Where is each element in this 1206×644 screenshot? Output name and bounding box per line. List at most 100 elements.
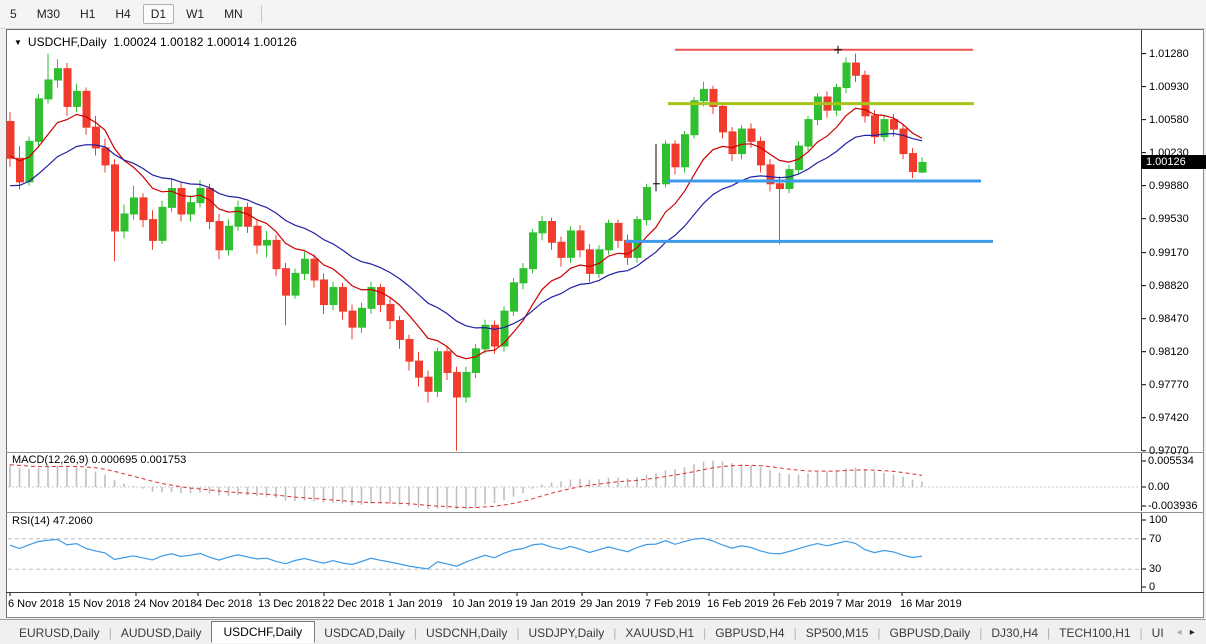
symbol-dropdown-icon[interactable]: ▼ — [14, 38, 22, 47]
price-tick-label: 0.98820 — [1149, 279, 1189, 292]
chart-tab-xauusd[interactable]: XAUUSD,H1 — [625, 625, 695, 640]
candle-body — [339, 287, 347, 312]
candle-body — [310, 258, 319, 281]
tab-separator: | — [1139, 625, 1143, 640]
candle-body — [177, 187, 186, 215]
candle-body — [168, 187, 176, 208]
chart-tab-dj30[interactable]: DJ30,H4 — [991, 625, 1039, 640]
chart-symbol: USDCHF,Daily — [27, 35, 107, 49]
candle-body — [842, 62, 851, 89]
tab-separator: | — [613, 625, 617, 640]
chart-tab-usdcnh[interactable]: USDCNH,Daily — [426, 625, 508, 640]
chart-tab-usdcad[interactable]: USDCAD,Daily — [324, 625, 405, 640]
date-tick-label: 6 Nov 2018 — [8, 598, 65, 610]
price-tick-label: 0.97070 — [1149, 444, 1189, 457]
price-tick-label: 1.00580 — [1149, 113, 1189, 126]
date-tick-label: 10 Jan 2019 — [452, 598, 513, 610]
date-tick-label: 7 Mar 2019 — [836, 598, 892, 610]
candle-body — [909, 153, 917, 173]
candle-body — [101, 147, 110, 166]
price-tick-label: 0.97770 — [1149, 378, 1189, 391]
candle-body — [605, 222, 613, 251]
candle-body — [510, 282, 518, 312]
date-tick-label: 13 Dec 2018 — [258, 598, 321, 610]
chart-tab-eurusd[interactable]: EURUSD,Daily — [19, 625, 100, 640]
tab-separator: | — [413, 625, 417, 640]
candle-body — [225, 225, 233, 251]
candle-body — [111, 164, 119, 232]
candle-body — [586, 249, 594, 274]
candle-body — [291, 272, 300, 296]
ma-slow-line — [9, 132, 923, 330]
candle-body — [282, 268, 290, 296]
date-tick-label: 1 Jan 2019 — [388, 598, 443, 610]
chart-tab-usdchf[interactable]: USDCHF,Daily — [210, 620, 316, 643]
date-tick-label: 22 Dec 2018 — [322, 598, 385, 610]
chart-tab-gbpusd[interactable]: GBPUSD,Daily — [889, 625, 971, 640]
candle-body — [434, 351, 442, 392]
chart-tab-gbpusd[interactable]: GBPUSD,H4 — [715, 625, 785, 640]
chart-tab-usdjpy[interactable]: USDJPY,Daily — [528, 625, 605, 640]
candle-body — [149, 219, 157, 241]
candle-body — [44, 79, 53, 100]
candle-body — [890, 119, 898, 130]
timeframe-button-5[interactable]: 5 — [10, 7, 17, 21]
candle-body — [700, 88, 708, 102]
date-tick-label: 19 Jan 2019 — [515, 598, 576, 610]
candle-body — [899, 128, 908, 155]
chart-ohlc-values: 1.00024 1.00182 1.00014 1.00126 — [113, 35, 297, 49]
candle-body — [776, 183, 784, 189]
chart-title: ▼ USDCHF,Daily 1.00024 1.00182 1.00014 1.… — [14, 35, 297, 49]
candle-body — [130, 197, 138, 215]
tab-separator: | — [1047, 625, 1051, 640]
candle-body — [405, 338, 414, 362]
candle-body — [529, 232, 537, 270]
price-tick-label: 0.99880 — [1149, 179, 1189, 192]
price-tick-label: 0.99530 — [1149, 212, 1189, 225]
date-tick-label: 15 Nov 2018 — [68, 598, 131, 610]
candle-body — [500, 310, 509, 347]
timeframe-button-h1[interactable]: H1 — [80, 7, 96, 21]
date-tick-label: 16 Mar 2019 — [900, 598, 962, 610]
date-tick-label: 26 Feb 2019 — [772, 598, 834, 610]
date-tick-label: 24 Nov 2018 — [134, 598, 197, 610]
candle-body — [880, 119, 889, 138]
candle-body — [215, 221, 224, 251]
candle-body — [139, 197, 148, 221]
candle-body — [624, 239, 632, 258]
macd-scale-label: 0.005534 — [1148, 455, 1194, 467]
candle-body — [519, 268, 528, 284]
timeframe-button-d1[interactable]: D1 — [142, 4, 175, 24]
timeframe-button-w1[interactable]: W1 — [186, 7, 205, 21]
candle-body — [491, 324, 499, 347]
macd-scale-label: 0.00 — [1148, 481, 1170, 493]
timeframe-button-h4[interactable]: H4 — [115, 7, 131, 21]
chart-tab-bar: EURUSD,Daily | AUDUSD,Daily USDCHF,Daily USD… — [0, 619, 1206, 644]
candle-body — [244, 206, 252, 227]
chart-tab-sp500[interactable]: SP500,M15 — [805, 625, 869, 640]
rsi-line — [9, 537, 923, 570]
candle-body — [82, 90, 91, 128]
candle-body — [538, 221, 547, 234]
chart-tab-tech100[interactable]: TECH100,H1 — [1059, 625, 1131, 640]
timeframe-button-m30[interactable]: M30 — [36, 7, 61, 21]
candle-body — [472, 348, 480, 373]
candle-body — [187, 202, 195, 215]
candle-body — [358, 307, 366, 328]
candle-body — [424, 376, 433, 392]
scroll-tabs-right-icon[interactable]: ▸ — [1189, 627, 1195, 638]
candle-body — [301, 258, 309, 274]
candle-body — [16, 157, 24, 183]
candle-body — [614, 222, 623, 241]
candle-body — [871, 115, 879, 138]
timeframe-button-mn[interactable]: MN — [224, 7, 243, 21]
date-tick-label: 7 Feb 2019 — [645, 598, 701, 610]
chart-tab-ui[interactable]: UI — [1151, 625, 1164, 640]
candle-body — [738, 128, 746, 155]
candle-body — [481, 324, 490, 350]
chart-tab-audusd[interactable]: AUDUSD,Daily — [120, 625, 202, 640]
candle-body — [415, 360, 423, 378]
candle-body — [709, 88, 718, 107]
scroll-tabs-left-icon[interactable]: ◂ — [1176, 627, 1182, 638]
